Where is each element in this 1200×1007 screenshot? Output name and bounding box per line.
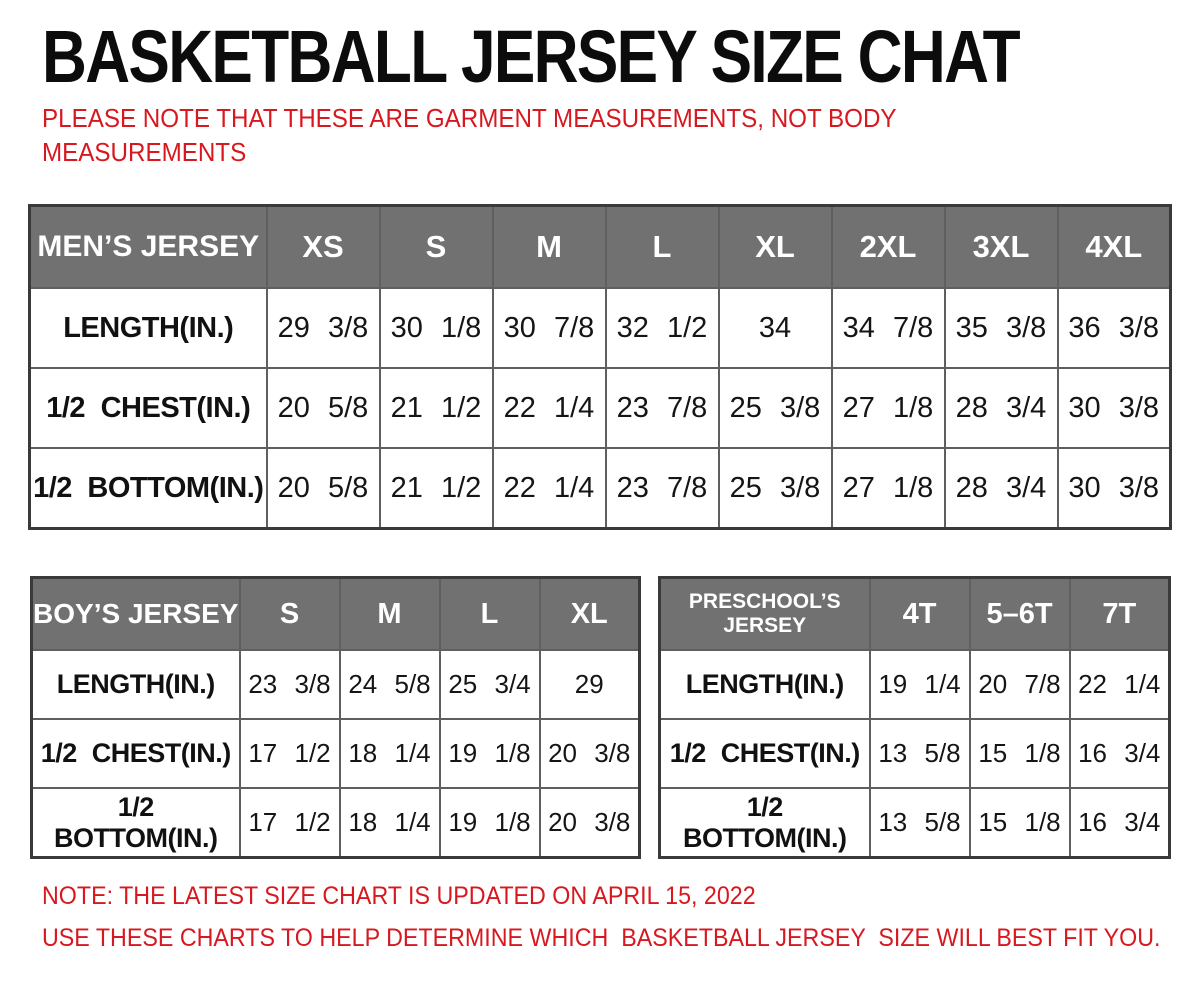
mens-jersey-table-container: MEN’S JERSEY XS S M L XL 2XL 3XL 4XL LENGTH(IN.) 2… [28,204,1172,530]
page-title: BASKETBALL JERSEY SIZE CHAT [42,15,1021,98]
preschool-measurement-row: 1/2 CHEST(IN.) 13 5/8 15 1/8 16 3/4 [658,718,1171,789]
mens-measurement-row: 1/2 CHEST(IN.) 20 5/8 21 1/2 22 1/4 23 7/8 25… [28,367,1172,449]
measurement-cell: 19 1/8 [438,718,541,789]
measurement-cell: 16 3/4 [1068,718,1171,789]
row-label: 1/2 BOTTOM(IN.) [658,787,871,859]
row-label: 1/2 BOTTOM(IN.) [28,447,268,530]
measurement-cell: 20 3/8 [538,787,641,859]
measurement-cell: 27 1/8 [830,367,946,449]
row-label: 1/2 CHEST(IN.) [30,718,241,789]
measurement-cell: 28 3/4 [943,447,1059,530]
measurement-cell: 19 1/8 [438,787,541,859]
boys-size-header: M [338,576,441,651]
measurement-cell: 30 3/8 [1056,367,1172,449]
measurement-cell: 30 7/8 [491,287,607,369]
mens-size-header: XS [265,204,381,289]
preschool-size-header: 7T [1068,576,1171,651]
measurement-cell: 19 1/4 [868,649,971,720]
boys-measurement-row: 1/2 CHEST(IN.) 17 1/2 18 1/4 19 1/8 20 3/8 [30,718,641,789]
preschool-size-table: PRESCHOOL’S JERSEY 4T 5–6T 7T LENGTH(IN.) 19 … [658,576,1171,859]
measurement-cell: 13 5/8 [868,787,971,859]
measurement-cell: 25 3/4 [438,649,541,720]
mens-size-header: S [378,204,494,289]
boys-measurement-row: LENGTH(IN.) 23 3/8 24 5/8 25 3/4 29 [30,649,641,720]
mens-measurement-row: LENGTH(IN.) 29 3/8 30 1/8 30 7/8 32 1/2 34 34 … [28,287,1172,369]
garment-measurement-note: PLEASE NOTE THAT THESE ARE GARMENT MEASU… [42,103,897,167]
preschools-jersey-table-container: PRESCHOOL’S JERSEY 4T 5–6T 7T LENGTH(IN.) 19 … [658,576,1171,859]
boys-jersey-table-container: BOY’S JERSEY S M L XL LENGTH(IN.) 23 3/8 24 5/8… [30,576,641,859]
measurement-cell: 18 1/4 [338,787,441,859]
row-label: 1/2 BOTTOM(IN.) [30,787,241,859]
boys-size-table: BOY’S JERSEY S M L XL LENGTH(IN.) 23 3/8 24 5/8… [30,576,641,859]
measurement-cell: 29 [538,649,641,720]
measurement-cell: 35 3/8 [943,287,1059,369]
row-label: LENGTH(IN.) [28,287,268,369]
measurement-cell: 23 3/8 [238,649,341,720]
measurement-cell: 15 1/8 [968,718,1071,789]
measurement-cell: 27 1/8 [830,447,946,530]
measurement-cell: 32 1/2 [604,287,720,369]
boys-table-title: BOY’S JERSEY [30,576,241,651]
mens-size-header: M [491,204,607,289]
mens-table-title: MEN’S JERSEY [28,204,268,289]
measurement-cell: 13 5/8 [868,718,971,789]
measurement-cell: 36 3/8 [1056,287,1172,369]
mens-size-header: L [604,204,720,289]
preschool-measurement-row: 1/2 BOTTOM(IN.) 13 5/8 15 1/8 16 3/4 [658,787,1171,859]
preschool-table-title: PRESCHOOL’S JERSEY [658,576,871,651]
preschool-size-header: 4T [868,576,971,651]
measurement-cell: 22 1/4 [491,447,607,530]
measurement-cell: 23 7/8 [604,367,720,449]
preschool-size-header: 5–6T [968,576,1071,651]
boys-header-row: BOY’S JERSEY S M L XL [30,576,641,651]
measurement-cell: 25 3/8 [717,447,833,530]
boys-measurement-row: 1/2 BOTTOM(IN.) 17 1/2 18 1/4 19 1/8 20 3/8 [30,787,641,859]
measurement-cell: 20 7/8 [968,649,1071,720]
measurement-cell: 21 1/2 [378,367,494,449]
measurement-cell: 25 3/8 [717,367,833,449]
measurement-cell: 30 1/8 [378,287,494,369]
measurement-cell: 28 3/4 [943,367,1059,449]
mens-size-header: 2XL [830,204,946,289]
measurement-cell: 22 1/4 [491,367,607,449]
measurement-cell: 20 3/8 [538,718,641,789]
mens-measurement-row: 1/2 BOTTOM(IN.) 20 5/8 21 1/2 22 1/4 23 7/8 2… [28,447,1172,530]
measurement-cell: 15 1/8 [968,787,1071,859]
measurement-cell: 29 3/8 [265,287,381,369]
boys-size-header: L [438,576,541,651]
mens-size-header: 4XL [1056,204,1172,289]
mens-size-header: 3XL [943,204,1059,289]
measurement-cell: 18 1/4 [338,718,441,789]
measurement-cell: 22 1/4 [1068,649,1171,720]
preschool-header-row: PRESCHOOL’S JERSEY 4T 5–6T 7T [658,576,1171,651]
measurement-cell: 17 1/2 [238,718,341,789]
measurement-cell: 20 5/8 [265,367,381,449]
measurement-cell: 21 1/2 [378,447,494,530]
measurement-cell: 20 5/8 [265,447,381,530]
measurement-cell: 24 5/8 [338,649,441,720]
measurement-cell: 30 3/8 [1056,447,1172,530]
measurement-cell: 34 [717,287,833,369]
row-label: 1/2 CHEST(IN.) [658,718,871,789]
measurement-cell: 16 3/4 [1068,787,1171,859]
mens-header-row: MEN’S JERSEY XS S M L XL 2XL 3XL 4XL [28,204,1172,289]
row-label: 1/2 CHEST(IN.) [28,367,268,449]
measurement-cell: 34 7/8 [830,287,946,369]
mens-size-table: MEN’S JERSEY XS S M L XL 2XL 3XL 4XL LENGTH(IN.) 2… [28,204,1172,530]
mens-size-header: XL [717,204,833,289]
measurement-cell: 23 7/8 [604,447,720,530]
row-label: LENGTH(IN.) [30,649,241,720]
boys-size-header: XL [538,576,641,651]
row-label: LENGTH(IN.) [658,649,871,720]
measurement-cell: 17 1/2 [238,787,341,859]
preschool-measurement-row: LENGTH(IN.) 19 1/4 20 7/8 22 1/4 [658,649,1171,720]
usage-note: USE THESE CHARTS TO HELP DETERMINE WHICH… [42,924,1161,952]
update-date-note: NOTE: THE LATEST SIZE CHART IS UPDATED O… [42,882,756,910]
boys-size-header: S [238,576,341,651]
